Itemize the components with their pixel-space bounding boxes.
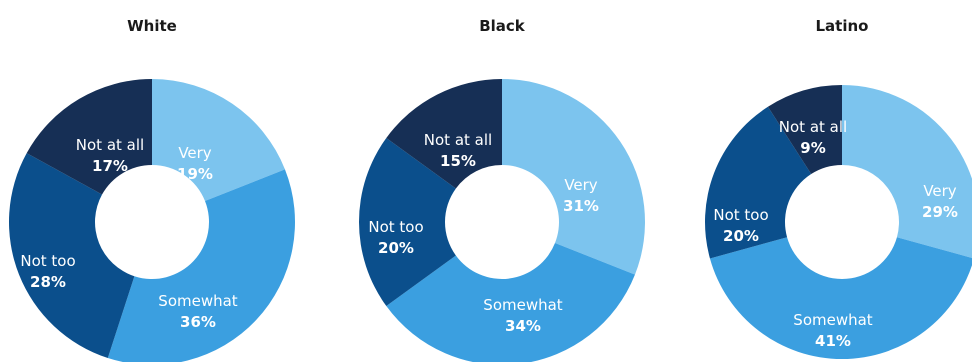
- slice-label-latino-not-at-all: Not at all: [779, 118, 847, 136]
- chart-title-latino: Latino: [816, 17, 869, 35]
- slice-value-latino-very: 29%: [922, 203, 958, 221]
- slice-value-latino-somewhat: 41%: [815, 332, 851, 350]
- slice-value-white-very: 19%: [177, 165, 213, 183]
- chart-title-black: Black: [479, 17, 526, 35]
- slice-value-black-somewhat: 34%: [505, 317, 541, 335]
- slice-value-white-not-at-all: 17%: [92, 157, 128, 175]
- slice-label-latino-not-too: Not too: [713, 206, 768, 224]
- slice-white-somewhat: [107, 169, 295, 362]
- slice-black-not-at-all: [386, 79, 502, 189]
- donut-chart-white: White Very 19% Somewhat 36% Not too 28% Not at…: [8, 17, 295, 362]
- slice-value-latino-not-too: 20%: [723, 227, 759, 245]
- chart-title-white: White: [127, 17, 177, 35]
- slice-latino-not-too: [705, 106, 812, 259]
- slice-label-black-very: Very: [564, 176, 597, 194]
- slice-value-latino-not-at-all: 9%: [800, 139, 825, 157]
- slice-label-latino-somewhat: Somewhat: [793, 311, 873, 329]
- slice-white-very: [152, 79, 285, 202]
- donut-chart-black: Black Very 31% Somewhat 34% Not too 20% Not at…: [359, 17, 645, 362]
- slice-latino-not-at-all: [767, 85, 842, 175]
- slice-white-not-at-all: [26, 79, 153, 195]
- slice-black-very: [502, 79, 645, 275]
- slice-label-white-not-at-all: Not at all: [76, 136, 144, 154]
- slice-value-black-not-too: 20%: [378, 239, 414, 257]
- slice-black-somewhat: [386, 242, 635, 362]
- slice-value-white-not-too: 28%: [30, 273, 66, 291]
- donut-chart-latino: Latino Very 29% Somewhat 41% Not too 20% Not a…: [705, 17, 972, 359]
- slice-label-latino-very: Very: [923, 182, 956, 200]
- slice-value-white-somewhat: 36%: [180, 313, 216, 331]
- slice-latino-very: [842, 85, 972, 258]
- slice-label-black-not-too: Not too: [368, 218, 423, 236]
- slice-label-white-somewhat: Somewhat: [158, 292, 238, 310]
- slice-black-not-too: [359, 137, 456, 307]
- slice-label-white-very: Very: [178, 144, 211, 162]
- slice-value-black-not-at-all: 15%: [440, 152, 476, 170]
- slice-label-black-somewhat: Somewhat: [483, 296, 563, 314]
- slice-latino-somewhat: [709, 237, 972, 359]
- slice-white-not-too: [8, 153, 135, 359]
- slice-value-black-very: 31%: [563, 197, 599, 215]
- slice-label-white-not-too: Not too: [20, 252, 75, 270]
- slice-label-black-not-at-all: Not at all: [424, 131, 492, 149]
